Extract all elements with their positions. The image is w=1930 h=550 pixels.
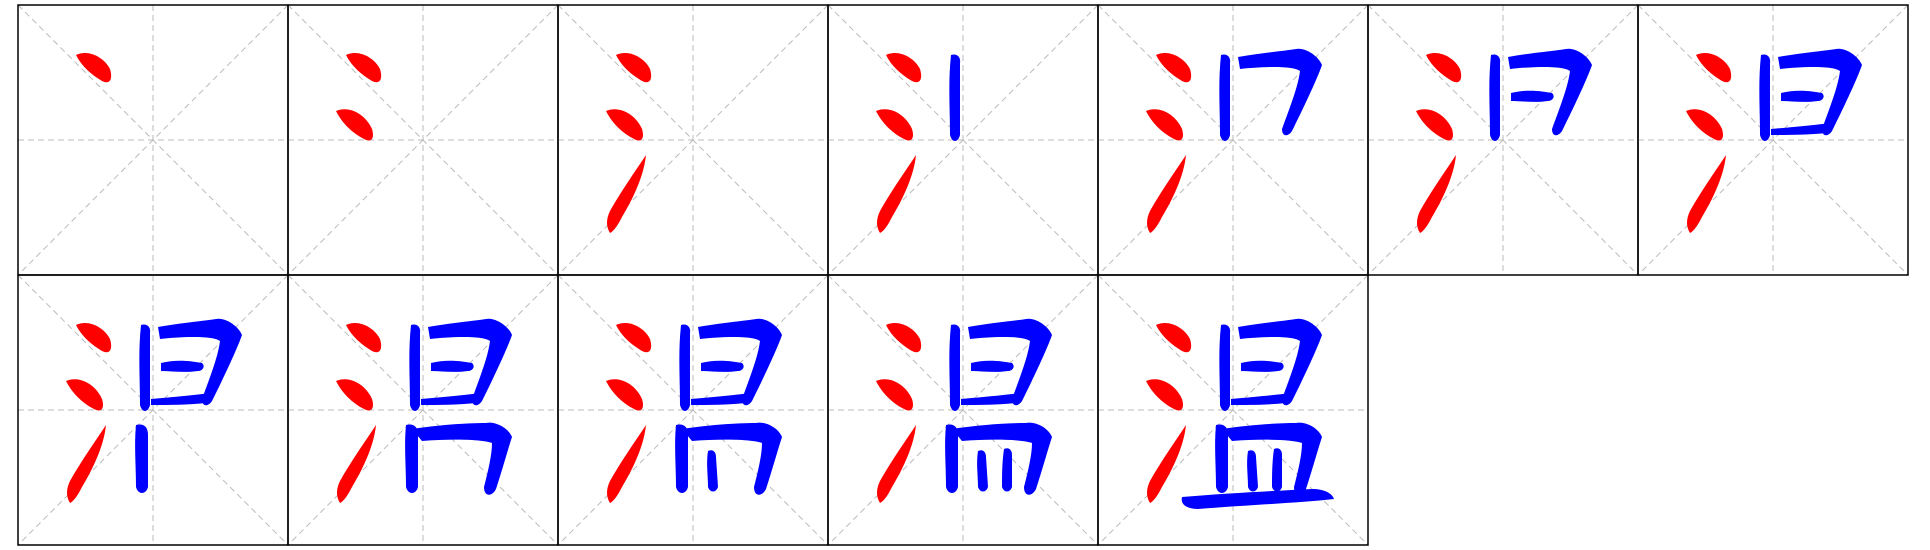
stroke-7 xyxy=(1231,393,1291,405)
stroke-1 xyxy=(616,323,651,352)
step-cell-8 xyxy=(18,275,288,545)
stroke-3 xyxy=(1687,155,1726,233)
stroke-2 xyxy=(876,109,913,140)
stroke-3 xyxy=(337,425,376,503)
stroke-7 xyxy=(961,393,1021,405)
stroke-1 xyxy=(616,53,651,82)
stroke-8 xyxy=(675,424,688,493)
stroke-4 xyxy=(139,324,150,411)
stroke-7 xyxy=(421,393,481,405)
step-cell-6 xyxy=(1368,5,1638,275)
stroke-2 xyxy=(336,379,373,410)
stroke-2 xyxy=(606,379,643,410)
stroke-9 xyxy=(412,423,512,495)
stroke-12 xyxy=(1182,489,1334,509)
stroke-2 xyxy=(66,379,103,410)
step-cell-3 xyxy=(558,5,828,275)
stroke-3 xyxy=(607,155,646,233)
stroke-7 xyxy=(151,393,211,405)
stroke-2 xyxy=(336,109,373,140)
stroke-3 xyxy=(877,155,916,233)
step-cell-5 xyxy=(1098,5,1368,275)
stroke-11 xyxy=(1002,448,1012,491)
stroke-1 xyxy=(346,323,381,352)
stroke-8 xyxy=(405,424,418,493)
stroke-2 xyxy=(606,109,643,140)
stroke-2 xyxy=(1146,379,1183,410)
stroke-6 xyxy=(431,361,474,372)
stroke-4 xyxy=(949,324,960,411)
stroke-1 xyxy=(346,53,381,82)
stroke-4 xyxy=(1489,54,1500,141)
stroke-3 xyxy=(607,425,646,503)
stroke-4 xyxy=(409,324,420,411)
stroke-2 xyxy=(1416,109,1453,140)
stroke-10 xyxy=(977,450,988,491)
character-label: 温 xyxy=(0,0,1,1)
step-cell-4 xyxy=(828,5,1098,275)
stroke-4 xyxy=(1759,54,1770,141)
stroke-8 xyxy=(945,424,958,493)
stroke-9 xyxy=(682,423,782,495)
step-cell-7 xyxy=(1638,5,1908,275)
stroke-4 xyxy=(949,54,960,141)
stroke-6 xyxy=(971,361,1014,372)
stroke-6 xyxy=(1241,361,1284,372)
stroke-1 xyxy=(1696,53,1731,82)
stroke-2 xyxy=(876,379,913,410)
stroke-4 xyxy=(679,324,690,411)
stroke-3 xyxy=(1147,425,1186,503)
stroke-3 xyxy=(877,425,916,503)
stroke-4 xyxy=(1219,324,1230,411)
step-cell-10 xyxy=(558,275,828,545)
step-cell-12 xyxy=(1098,275,1368,545)
stroke-7 xyxy=(691,393,751,405)
stroke-11 xyxy=(1272,448,1282,491)
stroke-2 xyxy=(1146,109,1183,140)
stroke-1 xyxy=(1156,323,1191,352)
stroke-1 xyxy=(886,323,921,352)
stroke-3 xyxy=(1417,155,1456,233)
stroke-3 xyxy=(67,425,106,503)
stroke-8 xyxy=(135,424,148,493)
stroke-8 xyxy=(1215,424,1228,493)
step-cell-11 xyxy=(828,275,1098,545)
stroke-3 xyxy=(1147,155,1186,233)
stroke-1 xyxy=(76,323,111,352)
stroke-1 xyxy=(1426,53,1461,82)
stroke-9 xyxy=(1222,423,1322,495)
step-cell-2 xyxy=(288,5,558,275)
stroke-6 xyxy=(161,361,204,372)
stroke-2 xyxy=(1686,109,1723,140)
stroke-7 xyxy=(1771,123,1831,135)
stroke-10 xyxy=(1247,450,1258,491)
stroke-1 xyxy=(76,53,111,82)
stroke-1 xyxy=(886,53,921,82)
step-cell-9 xyxy=(288,275,558,545)
step-cell-1 xyxy=(18,5,288,275)
stroke-1 xyxy=(1156,53,1191,82)
stroke-9 xyxy=(952,423,1052,495)
stroke-6 xyxy=(1781,91,1824,102)
stroke-10 xyxy=(707,450,718,491)
stroke-6 xyxy=(1511,91,1554,102)
stroke-6 xyxy=(701,361,744,372)
stroke-4 xyxy=(1219,54,1230,141)
